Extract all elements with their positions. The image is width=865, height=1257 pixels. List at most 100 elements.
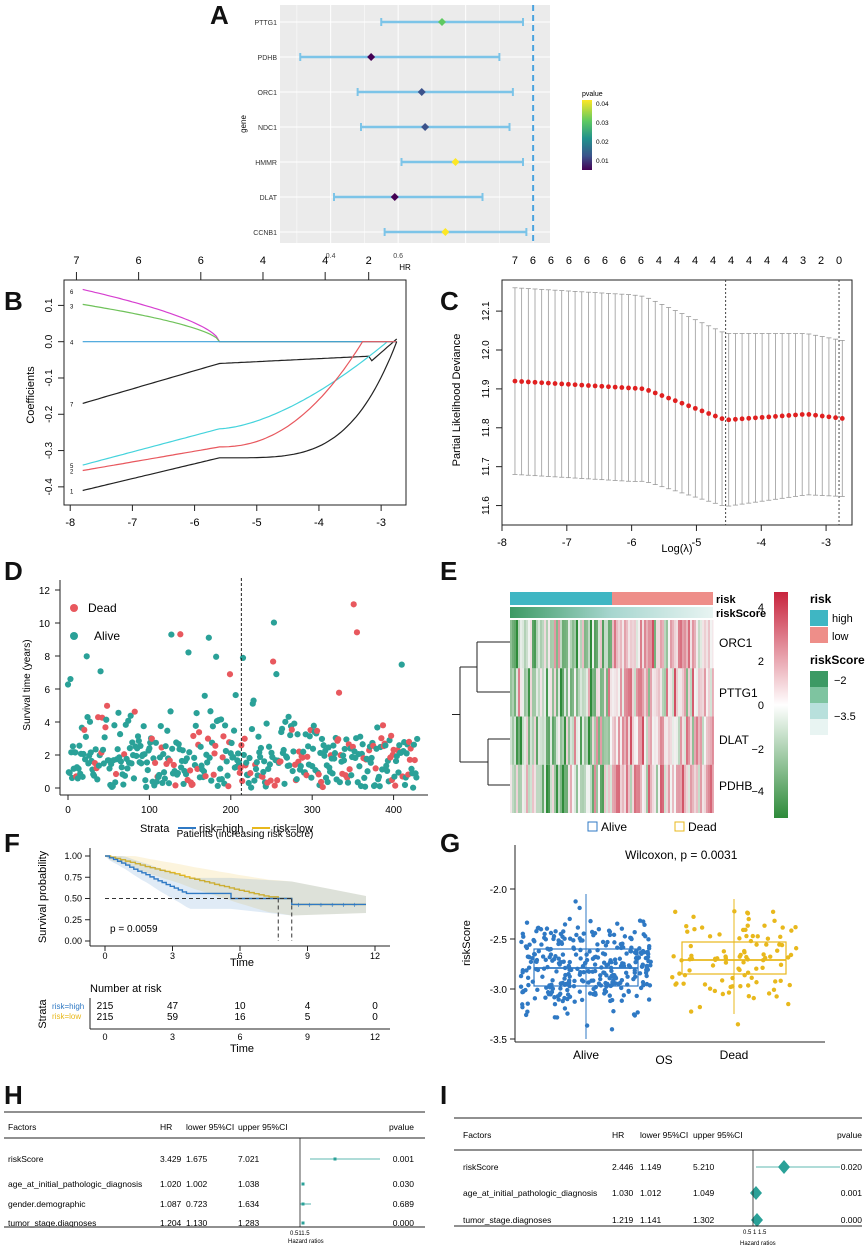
data-point <box>754 966 759 971</box>
data-point <box>749 975 754 980</box>
heatmap-cell <box>554 716 556 765</box>
table-cell: 1.130 <box>186 1218 208 1228</box>
data-point <box>562 922 568 927</box>
y-tick-label: -0.3 <box>44 442 55 460</box>
alive-point <box>260 768 267 776</box>
risk-count-low: 0 <box>372 1012 378 1023</box>
heatmap-cell <box>668 620 670 668</box>
heatmap-cell <box>616 717 618 765</box>
alive-point <box>156 771 163 779</box>
deviance-point <box>779 413 785 419</box>
alive-point <box>200 768 208 775</box>
heatmap-cell <box>572 765 574 813</box>
heatmap-cell <box>656 668 658 717</box>
heatmap-cell <box>652 717 654 765</box>
data-point <box>591 986 596 992</box>
data-point <box>558 981 563 986</box>
heatmap-cell <box>524 716 526 765</box>
deviance-point <box>759 414 765 420</box>
alive-point <box>297 762 304 770</box>
heatmap-cell <box>556 668 558 717</box>
alive-point <box>213 653 220 660</box>
data-point <box>748 938 754 944</box>
heatmap-cell <box>528 668 530 717</box>
heatmap-cell <box>606 668 608 717</box>
heatmap-cell <box>598 765 600 813</box>
gene-label: NDC1 <box>258 125 277 132</box>
y-tick-label: 6 <box>44 685 50 696</box>
dead-point <box>299 754 306 761</box>
censor-mark: + <box>296 900 301 909</box>
data-point <box>540 954 546 959</box>
dendrogram <box>452 641 510 786</box>
panel-g-boxplot: Alive Dead Wilcoxon, p = 0.0031 -2.0 -2.5… <box>461 820 825 1067</box>
heatmap-cell <box>682 668 684 717</box>
heatmap-cell <box>664 620 666 669</box>
riskscore-bar <box>510 607 713 618</box>
heatmap-cell <box>514 620 516 669</box>
heatmap-cell <box>552 620 554 669</box>
data-point <box>772 918 777 924</box>
heatmap-cell <box>686 668 688 717</box>
heatmap-cell <box>694 716 696 765</box>
heatmap-cell <box>514 716 516 765</box>
table-cell: 0.030 <box>393 1179 415 1189</box>
top-tick-label: 2 <box>818 255 824 267</box>
table-header: lower 95%CI <box>186 1122 234 1132</box>
heatmap-cell <box>618 716 620 765</box>
heatmap-cell <box>662 764 664 813</box>
heatmap-cell <box>582 668 584 717</box>
heatmap-cell <box>548 668 550 717</box>
score-legend-2 <box>810 687 828 703</box>
heatmap-cell <box>678 716 680 765</box>
alive-point <box>331 755 338 762</box>
alive-point <box>115 709 122 716</box>
pvalue-legend: pvalue 0.04 0.03 0.02 0.01 <box>582 91 609 170</box>
heatmap-cell <box>522 716 524 765</box>
x-axis-label: Patients (increasing risk socre) <box>177 829 314 840</box>
heatmap-cell <box>634 764 636 813</box>
heatmap-cell <box>688 668 690 717</box>
heatmap-cell <box>670 620 672 669</box>
heatmap-cell <box>686 716 688 765</box>
table-header: Factors <box>463 1130 491 1140</box>
y-tick-label: 10 <box>39 619 51 630</box>
heatmap-cell <box>540 764 542 813</box>
data-point <box>548 930 554 936</box>
heatmap-cell <box>636 764 638 813</box>
heatmap-cell <box>538 764 540 813</box>
data-point <box>577 972 583 977</box>
annotation-risk: risk <box>716 594 736 606</box>
data-point <box>542 931 547 937</box>
alive-point <box>75 765 82 772</box>
data-point <box>793 925 798 930</box>
heatmap-cell <box>544 716 546 765</box>
top-tick-label: 3 <box>800 255 806 267</box>
data-point <box>639 964 645 969</box>
deviance-point <box>839 416 845 421</box>
data-point <box>623 970 629 976</box>
heatmap-cell <box>588 668 590 717</box>
top-tick-label: 4 <box>322 255 328 267</box>
heatmap-cell <box>690 668 692 717</box>
heatmap-cell <box>696 764 698 813</box>
data-point <box>534 929 539 934</box>
heatmap-cell <box>536 764 538 813</box>
data-point <box>577 905 582 911</box>
heatmap-cell <box>680 668 682 717</box>
data-point <box>644 967 649 973</box>
alive-point <box>64 681 72 688</box>
heatmap-cell <box>540 620 542 669</box>
alive-point <box>111 722 118 729</box>
deviance-point <box>639 386 645 392</box>
data-point <box>619 985 624 991</box>
data-point <box>745 911 751 916</box>
heatmap-cell <box>672 716 674 765</box>
heatmap-cell <box>564 668 566 717</box>
risk-table-x-tick: 0 <box>102 1032 107 1042</box>
heatmap-cell <box>688 764 690 813</box>
alive-point <box>185 649 192 656</box>
risk-legend-low <box>810 627 828 643</box>
heatmap-cell <box>600 620 602 669</box>
data-point <box>681 981 686 986</box>
